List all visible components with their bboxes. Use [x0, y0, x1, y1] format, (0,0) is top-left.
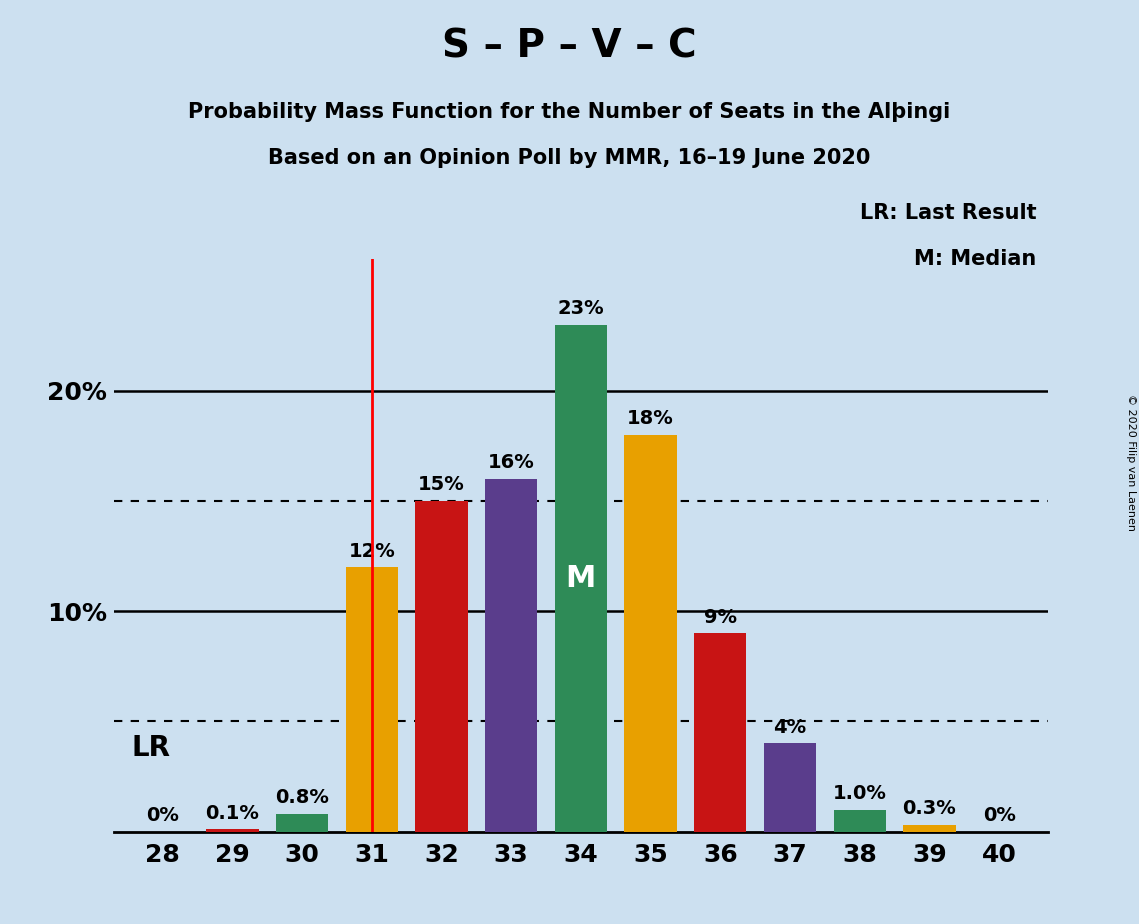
- Bar: [555, 325, 607, 832]
- Text: © 2020 Filip van Laenen: © 2020 Filip van Laenen: [1126, 394, 1136, 530]
- Bar: [764, 744, 817, 832]
- Bar: [834, 809, 886, 832]
- Bar: [485, 479, 538, 832]
- Text: 12%: 12%: [349, 541, 395, 561]
- Text: S – P – V – C: S – P – V – C: [442, 28, 697, 66]
- Text: 0.1%: 0.1%: [205, 804, 260, 822]
- Text: 0%: 0%: [983, 806, 1016, 825]
- Text: 4%: 4%: [773, 718, 806, 736]
- Text: M: Median: M: Median: [915, 249, 1036, 270]
- Text: 16%: 16%: [487, 454, 534, 472]
- Text: 0%: 0%: [146, 806, 179, 825]
- Text: LR: LR: [131, 734, 171, 762]
- Bar: [903, 825, 956, 832]
- Text: 1.0%: 1.0%: [833, 784, 886, 803]
- Bar: [206, 830, 259, 832]
- Bar: [694, 633, 746, 832]
- Text: 9%: 9%: [704, 608, 737, 626]
- Bar: [345, 567, 398, 832]
- Text: 0.3%: 0.3%: [902, 799, 957, 819]
- Text: 23%: 23%: [558, 299, 604, 318]
- Bar: [416, 501, 468, 832]
- Text: 18%: 18%: [628, 409, 674, 429]
- Text: M: M: [566, 564, 596, 592]
- Text: LR: Last Result: LR: Last Result: [860, 203, 1036, 224]
- Text: 0.8%: 0.8%: [276, 788, 329, 808]
- Text: Based on an Opinion Poll by MMR, 16–19 June 2020: Based on an Opinion Poll by MMR, 16–19 J…: [269, 148, 870, 168]
- Bar: [276, 814, 328, 832]
- Bar: [624, 435, 677, 832]
- Text: Probability Mass Function for the Number of Seats in the Alþingi: Probability Mass Function for the Number…: [188, 102, 951, 122]
- Text: 15%: 15%: [418, 476, 465, 494]
